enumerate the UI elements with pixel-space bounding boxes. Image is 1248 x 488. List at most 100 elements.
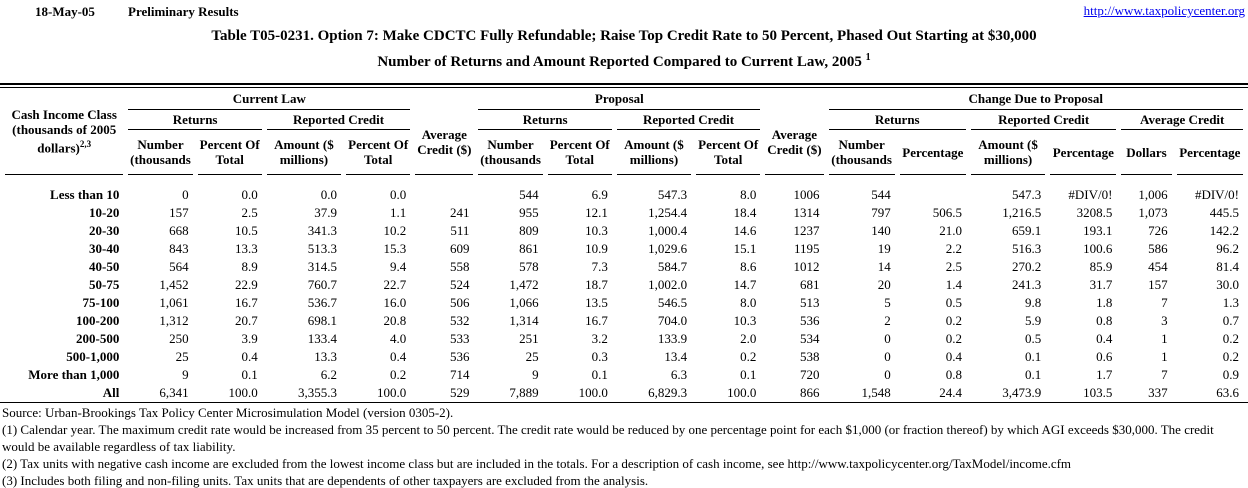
table-cell: 18.7 (585, 277, 608, 292)
table-cell: 3.2 (591, 331, 608, 346)
table-cell: 20.8 (383, 313, 407, 328)
table-cell: 1.3 (1222, 295, 1239, 310)
table-cell: 4.0 (390, 331, 407, 346)
table-cell: 1,073 (1138, 205, 1168, 220)
table-cell: 14 (877, 259, 891, 274)
table-cell: 0 (884, 331, 891, 346)
table-title: Table T05-0231. Option 7: Make CDCTC Ful… (0, 26, 1248, 73)
table-cell: 659.1 (1011, 223, 1042, 238)
top-bar: 18-May-05 Preliminary Results http://www… (0, 0, 1248, 22)
table-cell: 2 (884, 313, 891, 328)
column-header-c-number: Number (thousands (828, 130, 895, 175)
table-cell: 16.7 (585, 313, 608, 328)
table-cell: 0.1 (591, 367, 608, 382)
table-cell: 1,006 (1138, 187, 1168, 202)
table-cell: 558 (449, 259, 470, 274)
table-cell: 81.4 (1216, 259, 1239, 274)
table-cell: 0.8 (945, 367, 962, 382)
table-cell: 1.4 (945, 277, 962, 292)
table-cell: 13.3 (235, 241, 258, 256)
table-cell: 609 (449, 241, 470, 256)
table-row: 100-200 1,312 20.7 698.1 20.8 532 1,314 16.7 704… (5, 312, 1243, 330)
table-cell: 536.7 (307, 295, 338, 310)
taxpolicycenter-link[interactable]: http://www.taxpolicycenter.org (1083, 3, 1245, 18)
table-cell: 9 (182, 367, 189, 382)
table-cell: 5.9 (1024, 313, 1042, 328)
table-cell: 0.8 (1096, 313, 1113, 328)
table-cell: 513 (800, 295, 820, 310)
table-cell: 0.0 (320, 187, 338, 202)
document-date: 18-May-05 (35, 4, 95, 19)
table-cell: 100.0 (727, 385, 757, 400)
table-cell: 85.9 (1089, 259, 1113, 274)
table-cell: 7 (1161, 295, 1168, 310)
table-cell: 18.4 (733, 205, 757, 220)
table-cell: 140 (871, 223, 891, 238)
table-cell: 0.7 (1222, 313, 1239, 328)
table-cell: 20.7 (235, 313, 258, 328)
table-cell: 1,002.0 (648, 277, 688, 292)
table-cell: 7.3 (591, 259, 608, 274)
table-cell: 16.7 (235, 295, 258, 310)
table-cell: 3208.5 (1076, 205, 1113, 220)
table-cell: 529 (449, 385, 470, 400)
table-cell (415, 175, 473, 204)
table-cell: 9.8 (1024, 295, 1042, 310)
table-cell: 21.0 (939, 223, 962, 238)
table-cell: 6,829.3 (648, 385, 688, 400)
table-cell: 10.5 (235, 223, 258, 238)
column-header-c-dollars: Dollars (1121, 130, 1172, 175)
group-header-current-law: Current Law (128, 88, 411, 110)
table-cell: 3 (1161, 313, 1168, 328)
table-cell: 10.9 (585, 241, 608, 256)
table-row: 200-500 250 3.9 133.4 4.0 533 251 3.2 133.9 2.0 53… (5, 330, 1243, 348)
table-cell: 19 (877, 241, 891, 256)
table-cell: 547.3 (657, 187, 688, 202)
table-cell: 681 (800, 277, 820, 292)
table-cell: 1012 (793, 259, 820, 274)
table-cell: 1,452 (159, 277, 189, 292)
subgroup-header-c-average-credit: Average Credit (1121, 110, 1243, 130)
table-row: 40-50 564 8.9 314.5 9.4 558 578 7.3 584.7 8.6 1012… (5, 258, 1243, 276)
source-note: Source: Urban-Brookings Tax Policy Cente… (2, 405, 454, 420)
table-cell: 8.0 (740, 187, 757, 202)
table-cell: 0.4 (945, 349, 962, 364)
table-cell: 15.3 (383, 241, 407, 256)
table-cell: 251 (519, 331, 539, 346)
table-cell: 0.0 (241, 187, 258, 202)
table-cell: 809 (519, 223, 539, 238)
table-cell: 861 (519, 241, 539, 256)
table-cell: 157 (169, 205, 189, 220)
table-cell: 25 (175, 349, 189, 364)
income-class-label: 75-100 (82, 295, 120, 310)
table-cell: 15.1 (733, 241, 757, 256)
table-cell: 103.5 (1083, 385, 1113, 400)
table-cell: 532 (449, 313, 470, 328)
table-cell: 0.2 (740, 349, 757, 364)
table-cell: 1006 (793, 187, 820, 202)
table-cell: 9 (532, 367, 539, 382)
table-cell: 534 (800, 331, 820, 346)
income-class-label: 50-75 (89, 277, 120, 292)
table-cell: 1,029.6 (648, 241, 688, 256)
table-cell: 506 (449, 295, 470, 310)
table-cell: 31.7 (1089, 277, 1113, 292)
table-cell: 726 (1148, 223, 1168, 238)
table-cell: 0 (182, 187, 189, 202)
table-cell: 0.4 (241, 349, 258, 364)
table-cell: 668 (169, 223, 189, 238)
table-cell: 1.8 (1096, 295, 1113, 310)
table-top-rule (0, 83, 1248, 88)
income-class-label: 30-40 (89, 241, 120, 256)
table-cell: 538 (800, 349, 820, 364)
table-cell: 3,355.3 (298, 385, 338, 400)
table-cell: 1,000.4 (648, 223, 688, 238)
table-cell: 1,254.4 (648, 205, 688, 220)
table-row: 30-40 843 13.3 513.3 15.3 609 861 10.9 1,029.6 15… (5, 240, 1243, 258)
table-cell: 1,548 (861, 385, 891, 400)
column-header-c-percentage3: Percentage (1176, 130, 1243, 175)
table-cell: 100.0 (228, 385, 258, 400)
table-cell: 96.2 (1216, 241, 1239, 256)
table-cell: 241.3 (1011, 277, 1042, 292)
footnote-1: (1) Calendar year. The maximum credit ra… (2, 422, 1214, 454)
